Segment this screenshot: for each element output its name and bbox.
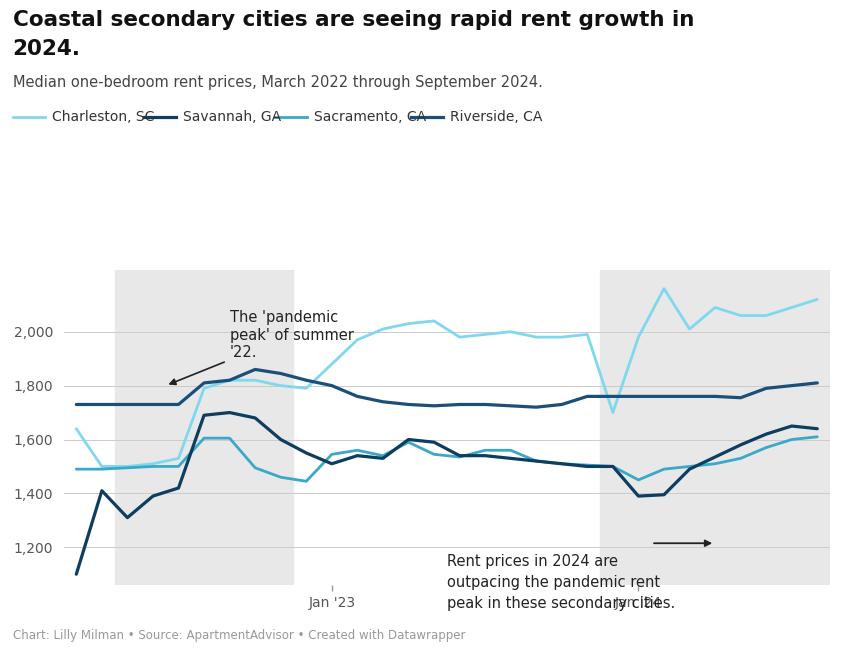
Text: 2024.: 2024. (13, 39, 80, 59)
Text: Median one-bedroom rent prices, March 2022 through September 2024.: Median one-bedroom rent prices, March 20… (13, 75, 543, 90)
Text: Sacramento, CA: Sacramento, CA (314, 110, 426, 124)
Bar (600, 270, 847, 585)
Text: Savannah, GA: Savannah, GA (183, 110, 281, 124)
Text: Rent prices in 2024 are
outpacing the pandemic rent
peak in these secondary citi: Rent prices in 2024 are outpacing the pa… (447, 554, 675, 611)
Text: Chart: Lilly Milman • Source: ApartmentAdvisor • Created with Datawrapper: Chart: Lilly Milman • Source: ApartmentA… (13, 629, 465, 642)
Bar (114, 270, 294, 585)
Text: The 'pandemic
peak' of summer
'22.: The 'pandemic peak' of summer '22. (170, 310, 353, 384)
Text: Riverside, CA: Riverside, CA (450, 110, 542, 124)
Text: Coastal secondary cities are seeing rapid rent growth in: Coastal secondary cities are seeing rapi… (13, 10, 694, 30)
Text: Charleston, SC: Charleston, SC (52, 110, 154, 124)
